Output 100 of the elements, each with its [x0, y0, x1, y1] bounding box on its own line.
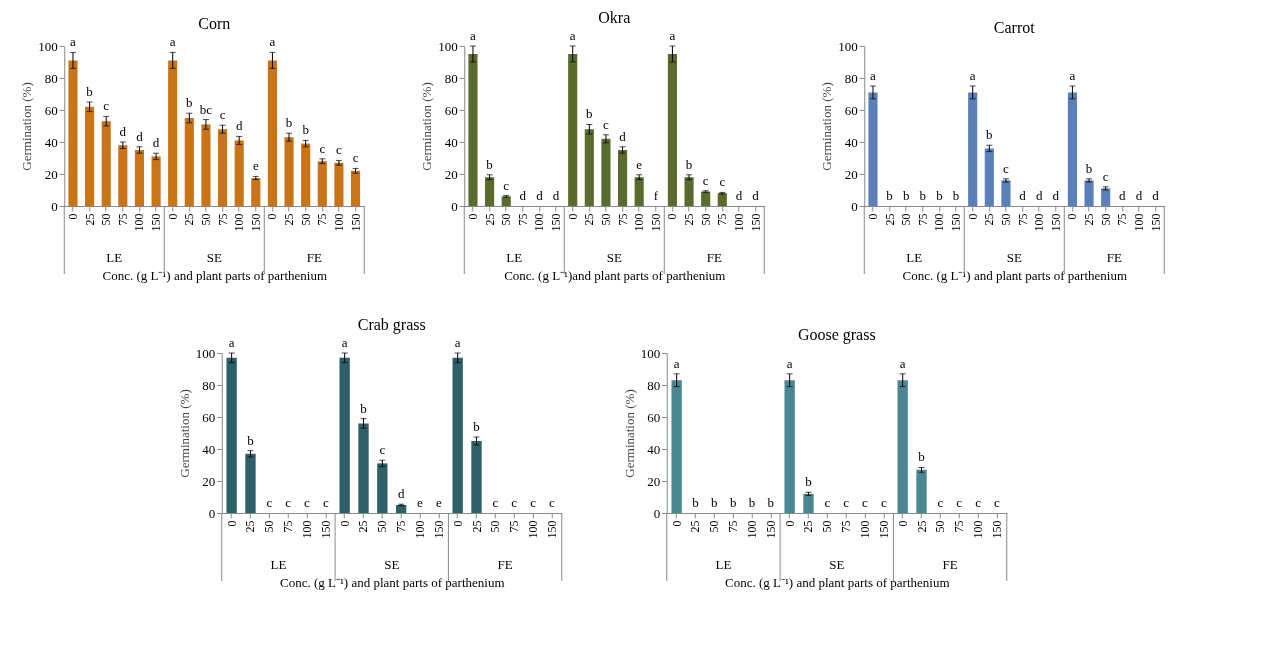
x-tick-label: 75	[1115, 213, 1130, 226]
x-tick-label: 0	[669, 520, 684, 527]
x-tick-label: 50	[375, 520, 390, 533]
data-label: b	[285, 115, 293, 131]
x-tick-label: 50	[998, 213, 1013, 226]
data-label: a	[1069, 68, 1076, 83]
data-label: b	[1085, 160, 1093, 176]
x-tick-label: 100	[1131, 213, 1146, 232]
x-tick-label: 25	[469, 520, 484, 533]
data-label: a	[673, 355, 680, 371]
y-axis-title: Germination (%)	[621, 389, 637, 478]
data-label: c	[492, 495, 499, 510]
data-label: d	[1035, 188, 1043, 203]
data-label: c	[824, 495, 831, 510]
x-tick-label: 25	[882, 213, 897, 226]
data-label: d	[119, 124, 127, 139]
x-axis-title: Conc. (g L⁻¹) and plant parts of parthenium	[102, 267, 328, 283]
x-tick-label: 100	[971, 520, 986, 539]
x-tick-label: 0	[865, 213, 880, 220]
data-label: d	[1052, 188, 1060, 203]
data-label: a	[341, 335, 348, 350]
data-label: d	[1135, 188, 1143, 203]
x-tick-label: 100	[744, 520, 759, 539]
x-tick-label: 150	[949, 213, 964, 232]
bar	[471, 441, 482, 513]
bar	[201, 124, 211, 206]
data-label: b	[186, 95, 193, 111]
data-label: c	[530, 495, 537, 510]
y-axis-title: Germination (%)	[819, 82, 835, 171]
bar	[452, 357, 463, 513]
text: LE	[906, 250, 923, 265]
x-tick-label: 0	[965, 213, 980, 220]
data-label: c	[336, 142, 343, 158]
x-tick-label: 0	[565, 213, 580, 220]
bar	[68, 60, 78, 206]
data-label: a	[669, 28, 676, 43]
y-tick-label: 100	[195, 345, 216, 361]
x-tick-label: 75	[507, 520, 522, 533]
data-label: c	[843, 495, 850, 510]
x-tick-label: 100	[632, 213, 647, 232]
text: LE	[506, 250, 523, 265]
text: SE	[829, 557, 845, 572]
x-tick-label: 150	[431, 520, 446, 539]
x-tick-label: 25	[282, 213, 297, 226]
bar	[968, 92, 978, 206]
data-label: a	[870, 68, 877, 83]
text: FE	[942, 557, 958, 572]
y-tick-label: 40	[647, 441, 661, 457]
data-label: c	[862, 495, 869, 510]
data-label: b	[486, 156, 493, 172]
data-label: c	[219, 107, 226, 123]
bar	[717, 193, 727, 206]
chart-title: Crab grass	[357, 316, 426, 334]
y-tick-label: 60	[844, 102, 858, 118]
data-label: a	[899, 355, 906, 371]
x-tick-label: 75	[281, 520, 296, 533]
data-label: b	[711, 495, 718, 510]
y-tick-label: 20	[444, 166, 458, 182]
x-tick-label: 100	[932, 213, 947, 232]
x-tick-label: 150	[248, 213, 263, 232]
x-tick-label: 150	[348, 213, 363, 232]
data-label: b	[936, 188, 943, 203]
x-tick-label: 100	[858, 520, 872, 539]
x-tick-label: 25	[482, 213, 497, 226]
bar	[284, 137, 294, 206]
x-tick-label: 100	[413, 520, 427, 539]
x-tick-label: 150	[549, 213, 564, 232]
y-tick-label: 40	[202, 441, 216, 457]
bar	[671, 380, 682, 513]
bar	[868, 92, 878, 206]
y-axis-title: Germination (%)	[19, 82, 35, 171]
x-tick-label: 100	[731, 213, 746, 232]
data-label: b	[302, 122, 309, 138]
y-tick-label: 80	[647, 377, 661, 393]
x-tick-label: 100	[526, 520, 541, 539]
x-tick-label: 0	[665, 213, 680, 220]
x-tick-label: 25	[582, 213, 597, 226]
x-tick-label: 75	[515, 213, 530, 226]
data-label: d	[735, 188, 743, 203]
data-label: e	[417, 495, 424, 510]
x-tick-label: 75	[615, 213, 630, 226]
y-tick-label: 20	[202, 473, 216, 489]
x-tick-label: 0	[895, 520, 910, 527]
x-tick-label: 0	[224, 520, 239, 527]
data-label: d	[1152, 188, 1160, 203]
bar	[85, 106, 95, 206]
bar	[1001, 180, 1011, 206]
x-axis-title: Conc. (g L⁻¹) and plant parts of parthenium	[902, 267, 1128, 283]
x-tick-label: 0	[782, 520, 797, 527]
data-label: c	[319, 140, 326, 156]
x-tick-label: 0	[450, 520, 465, 527]
x-tick-label: 100	[331, 213, 346, 232]
x-tick-label: 100	[299, 520, 314, 539]
data-label: b	[86, 84, 93, 99]
text: SE	[384, 557, 400, 572]
x-tick-label: 50	[499, 213, 514, 226]
text: LE	[106, 250, 123, 265]
data-label: d	[152, 135, 160, 151]
x-tick-label: 50	[707, 520, 722, 533]
data-label: d	[1019, 188, 1027, 203]
